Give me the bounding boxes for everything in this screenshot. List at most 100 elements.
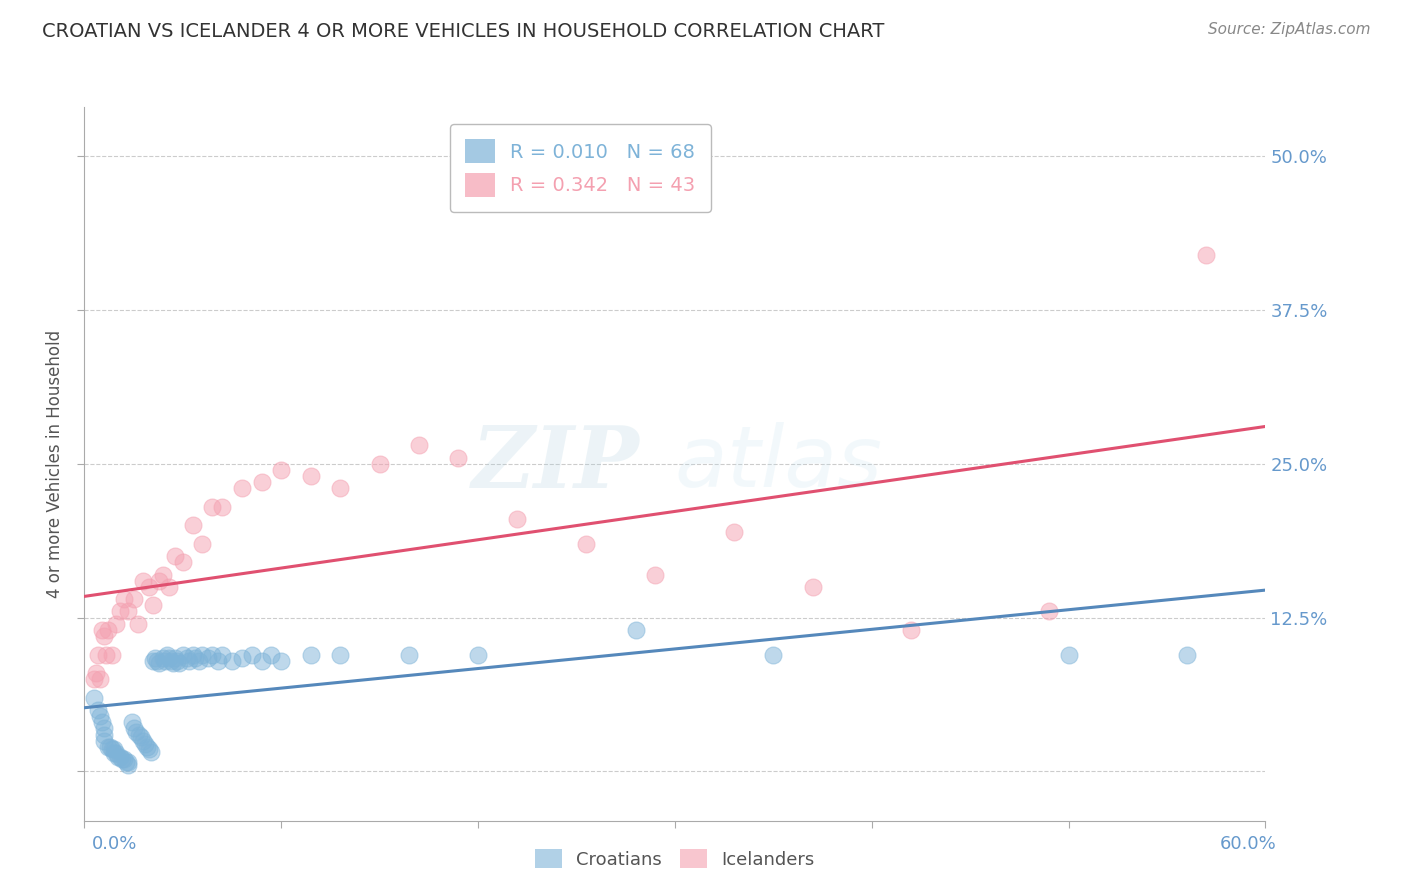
Point bbox=[201, 500, 224, 514]
Point bbox=[148, 574, 170, 588]
Point bbox=[166, 654, 188, 668]
Point bbox=[87, 648, 110, 662]
Text: CROATIAN VS ICELANDER 4 OR MORE VEHICLES IN HOUSEHOLD CORRELATION CHART: CROATIAN VS ICELANDER 4 OR MORE VEHICLES… bbox=[42, 22, 884, 41]
Point bbox=[801, 580, 824, 594]
Point bbox=[131, 730, 153, 744]
Point bbox=[152, 651, 174, 665]
Text: 60.0%: 60.0% bbox=[1220, 835, 1277, 853]
Point bbox=[97, 739, 120, 754]
Point bbox=[231, 482, 253, 496]
Point bbox=[142, 599, 165, 613]
Point bbox=[723, 524, 745, 539]
Point bbox=[157, 580, 180, 594]
Text: ZIP: ZIP bbox=[471, 422, 640, 506]
Point bbox=[181, 518, 204, 533]
Point bbox=[112, 752, 135, 766]
Point bbox=[152, 567, 174, 582]
Point bbox=[624, 623, 647, 637]
Point bbox=[231, 651, 253, 665]
Point bbox=[467, 648, 489, 662]
Point bbox=[94, 648, 117, 662]
Point bbox=[260, 648, 283, 662]
Point bbox=[114, 755, 136, 769]
Point bbox=[172, 648, 194, 662]
Point bbox=[127, 616, 149, 631]
Point bbox=[299, 469, 322, 483]
Point bbox=[644, 567, 666, 582]
Point bbox=[191, 537, 214, 551]
Y-axis label: 4 or more Vehicles in Household: 4 or more Vehicles in Household bbox=[45, 330, 63, 598]
Point bbox=[93, 722, 115, 736]
Point bbox=[108, 605, 131, 619]
Point bbox=[270, 654, 292, 668]
Point bbox=[329, 648, 352, 662]
Point bbox=[132, 574, 155, 588]
Point bbox=[83, 672, 105, 686]
Point bbox=[250, 654, 273, 668]
Point bbox=[121, 715, 143, 730]
Point bbox=[221, 654, 243, 668]
Point bbox=[183, 651, 205, 665]
Point bbox=[138, 580, 160, 594]
Text: Source: ZipAtlas.com: Source: ZipAtlas.com bbox=[1208, 22, 1371, 37]
Point bbox=[107, 749, 129, 764]
Point bbox=[138, 742, 160, 756]
Point bbox=[111, 752, 134, 766]
Point bbox=[160, 654, 183, 668]
Point bbox=[211, 500, 233, 514]
Point bbox=[117, 755, 139, 769]
Point bbox=[93, 629, 115, 643]
Point bbox=[1038, 605, 1060, 619]
Point bbox=[368, 457, 391, 471]
Point bbox=[93, 727, 115, 741]
Point bbox=[240, 648, 263, 662]
Point bbox=[142, 654, 165, 668]
Point bbox=[108, 749, 131, 764]
Point bbox=[201, 648, 224, 662]
Point bbox=[98, 739, 121, 754]
Point bbox=[176, 651, 198, 665]
Point bbox=[1195, 248, 1218, 262]
Point bbox=[84, 665, 107, 680]
Point bbox=[156, 648, 179, 662]
Point bbox=[136, 739, 159, 754]
Point bbox=[167, 656, 190, 670]
Point bbox=[575, 537, 598, 551]
Point bbox=[329, 482, 352, 496]
Point bbox=[270, 463, 292, 477]
Point bbox=[128, 727, 150, 741]
Point bbox=[250, 475, 273, 490]
Point bbox=[191, 648, 214, 662]
Point bbox=[181, 648, 204, 662]
Text: 0.0%: 0.0% bbox=[91, 835, 136, 853]
Point bbox=[103, 746, 125, 760]
Point bbox=[89, 709, 111, 723]
Point bbox=[207, 654, 229, 668]
Point bbox=[141, 745, 163, 759]
Point bbox=[103, 742, 125, 756]
Point bbox=[299, 648, 322, 662]
Legend: Croatians, Icelanders: Croatians, Icelanders bbox=[527, 842, 823, 876]
Point bbox=[112, 592, 135, 607]
Point bbox=[104, 746, 127, 760]
Point bbox=[172, 555, 194, 569]
Point bbox=[408, 438, 430, 452]
Point bbox=[157, 651, 180, 665]
Point bbox=[89, 672, 111, 686]
Point bbox=[132, 733, 155, 747]
Point bbox=[153, 654, 176, 668]
Point bbox=[124, 725, 146, 739]
Point bbox=[122, 592, 145, 607]
Point bbox=[122, 722, 145, 736]
Point bbox=[101, 648, 124, 662]
Point bbox=[211, 648, 233, 662]
Point bbox=[87, 703, 110, 717]
Point bbox=[117, 758, 139, 772]
Point bbox=[104, 616, 127, 631]
Point bbox=[506, 512, 529, 526]
Point bbox=[146, 654, 169, 668]
Point bbox=[398, 648, 420, 662]
Point bbox=[197, 651, 219, 665]
Point bbox=[91, 623, 114, 637]
Point bbox=[1057, 648, 1080, 662]
